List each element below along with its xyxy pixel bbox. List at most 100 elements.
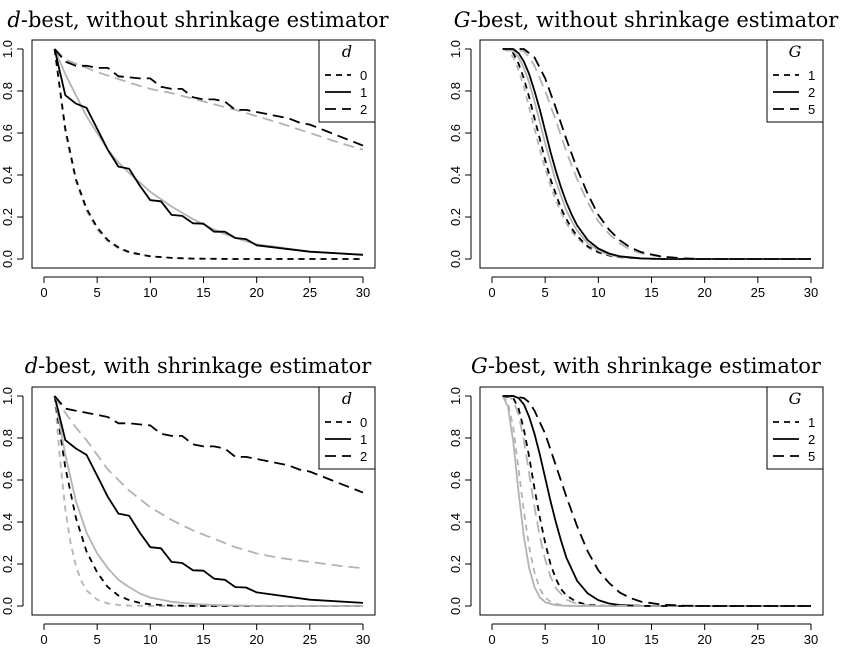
x-tick-label: 25	[303, 632, 317, 647]
series-line-gray-short	[501, 395, 811, 607]
chart-title-variable: d	[25, 354, 38, 378]
x-tick-label: 5	[94, 285, 101, 300]
series-line-gray-long	[502, 395, 811, 607]
legend-label: 2	[808, 85, 815, 100]
y-tick-label: 0.6	[0, 124, 15, 142]
plot-frame	[31, 39, 376, 269]
y-tick-label: 0.4	[448, 513, 463, 531]
y-tick-label: 0.6	[448, 124, 463, 142]
y-tick-label: 0.2	[448, 208, 463, 226]
chart-title: d-best, with shrinkage estimator	[25, 354, 373, 378]
series-line-gray-solid	[501, 395, 811, 607]
x-tick-label: 15	[196, 285, 210, 300]
legend-label: 1	[808, 68, 815, 83]
x-tick-label: 25	[751, 632, 765, 647]
series-line-black-solid	[502, 48, 811, 260]
legend-label: 2	[360, 102, 367, 117]
chart-title-variable: G	[471, 354, 488, 378]
y-tick-label: 0.8	[448, 429, 463, 447]
x-tick-label: 25	[751, 285, 765, 300]
series-line-black-short	[502, 48, 811, 260]
y-tick-label: 0.8	[448, 82, 463, 100]
legend-label: 5	[808, 449, 815, 464]
legend-title: d	[342, 389, 352, 408]
y-tick-label: 1.0	[448, 387, 463, 405]
series-line-gray-solid	[53, 395, 364, 607]
plot-frame	[479, 39, 824, 269]
y-tick-label: 0.4	[0, 166, 15, 184]
legend-title: G	[789, 389, 802, 408]
chart-title-text: -best, without shrinkage estimator	[471, 8, 840, 32]
chart-title-variable: d	[7, 8, 20, 32]
y-tick-label: 0.8	[0, 429, 15, 447]
series-line-black-solid	[502, 395, 811, 607]
series-line-black-long	[502, 48, 811, 260]
y-tick-label: 0.0	[0, 250, 15, 268]
series-line-black-solid	[53, 48, 364, 256]
chart-title-variable: G	[454, 8, 471, 32]
x-tick-label: 10	[143, 632, 157, 647]
series-line-black-long	[53, 395, 364, 494]
x-tick-label: 0	[40, 632, 47, 647]
x-tick-label: 30	[804, 632, 818, 647]
legend-label: 2	[360, 449, 367, 464]
x-tick-label: 30	[356, 632, 370, 647]
legend-label: 2	[808, 432, 815, 447]
y-tick-label: 0.4	[448, 166, 463, 184]
y-tick-label: 0.2	[0, 208, 15, 226]
x-tick-label: 15	[644, 285, 658, 300]
y-tick-label: 1.0	[0, 387, 15, 405]
legend-label: 0	[360, 68, 367, 83]
series-line-gray-solid	[53, 48, 364, 256]
legend-title: G	[789, 42, 802, 61]
x-tick-label: 20	[697, 285, 711, 300]
x-tick-label: 10	[591, 285, 605, 300]
series-line-gray-solid	[502, 48, 811, 260]
legend-label: 5	[808, 102, 815, 117]
y-tick-label: 0.0	[448, 597, 463, 615]
plot-frame	[31, 386, 376, 616]
x-tick-label: 10	[143, 285, 157, 300]
series-line-gray-short	[502, 48, 811, 260]
y-tick-label: 0.0	[448, 250, 463, 268]
x-tick-label: 20	[249, 632, 263, 647]
x-tick-label: 30	[356, 285, 370, 300]
x-tick-label: 15	[644, 632, 658, 647]
y-tick-label: 0.2	[448, 555, 463, 573]
x-tick-label: 0	[40, 285, 47, 300]
series-line-gray-long	[53, 395, 364, 570]
chart-title-text: -best, with shrinkage estimator	[38, 354, 372, 378]
y-tick-label: 0.6	[448, 471, 463, 489]
legend-label: 0	[360, 415, 367, 430]
chart-title: G-best, without shrinkage estimator	[454, 8, 839, 32]
x-tick-label: 20	[697, 632, 711, 647]
series-line-black-solid	[53, 395, 364, 604]
legend-label: 1	[360, 85, 367, 100]
chart-title: d-best, without shrinkage estimator	[7, 8, 389, 32]
y-tick-label: 0.0	[0, 597, 15, 615]
series-line-black-long	[53, 48, 364, 147]
y-tick-label: 0.8	[0, 82, 15, 100]
series-line-gray-long	[502, 48, 811, 260]
x-tick-label: 5	[94, 632, 101, 647]
x-tick-label: 30	[804, 285, 818, 300]
x-tick-label: 5	[542, 285, 549, 300]
legend-label: 1	[360, 432, 367, 447]
chart-title-text: -best, without shrinkage estimator	[21, 8, 390, 32]
x-tick-label: 0	[488, 632, 495, 647]
series-line-black-short	[502, 395, 811, 607]
chart-title: G-best, with shrinkage estimator	[471, 354, 822, 378]
x-tick-label: 20	[249, 285, 263, 300]
y-tick-label: 1.0	[0, 40, 15, 58]
y-tick-label: 0.4	[0, 513, 15, 531]
legend-title: d	[342, 42, 352, 61]
series-line-gray-long	[53, 48, 364, 151]
x-tick-label: 25	[303, 285, 317, 300]
x-tick-label: 10	[591, 632, 605, 647]
y-tick-label: 0.2	[0, 555, 15, 573]
y-tick-label: 0.6	[0, 471, 15, 489]
